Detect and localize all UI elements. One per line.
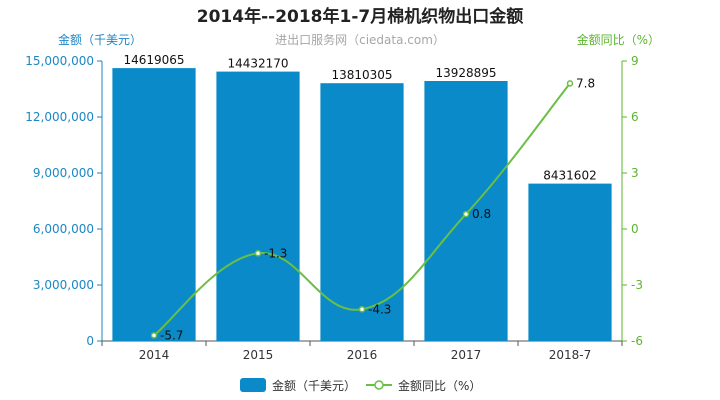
x-tick-label: 2016 [347, 348, 378, 362]
y-left-tick-label: 15,000,000 [25, 54, 94, 68]
y-left-tick-label: 12,000,000 [25, 110, 94, 124]
legend-line-label: 金额同比（%） [398, 378, 481, 393]
plot-area: 0 3,000,000 6,000,000 9,000,000 12,000,000 15… [25, 53, 643, 362]
y-left-axis-title: 金额（千美元） [58, 32, 142, 47]
line-point [254, 250, 262, 257]
line-value-label: -5.7 [160, 328, 183, 342]
x-tick-label: 2017 [451, 348, 482, 362]
legend-bar-label: 金额（千美元） [272, 378, 356, 393]
x-tick-label: 2018-7 [549, 348, 592, 362]
x-tick-label: 2014 [139, 348, 170, 362]
y-left-tick-label: 0 [86, 334, 94, 348]
legend-bar-swatch [240, 378, 266, 392]
bar [216, 71, 300, 342]
line-point [462, 210, 470, 218]
y-right-tick-label: 9 [631, 54, 639, 68]
chart-subtitle: 进出口服务网（ciedata.com） [275, 32, 445, 47]
bar-value-label: 13928895 [435, 66, 496, 80]
y-right-tick-label: -6 [631, 334, 643, 348]
y-left-tick-label: 3,000,000 [33, 278, 94, 292]
y-right-tick-label: -3 [631, 278, 643, 292]
bar-value-label: 13810305 [331, 68, 392, 82]
bar [528, 183, 612, 341]
line-value-label: -1.3 [264, 246, 287, 260]
line-value-label: -4.3 [368, 302, 391, 316]
y-right-tick-label: 3 [631, 166, 639, 180]
line-value-label: 7.8 [576, 76, 595, 90]
line-point [358, 306, 366, 313]
line-point [566, 80, 574, 87]
y-right-tick-label: 0 [631, 222, 639, 236]
chart-title: 2014年--2018年1-7月棉机织物出口金额 [197, 6, 523, 27]
bar-value-label: 14432170 [227, 57, 288, 71]
bar-value-label: 14619065 [123, 53, 184, 67]
legend: 金额（千美元） 金额同比（%） [240, 378, 481, 393]
x-tick-label: 2015 [243, 348, 274, 362]
y-left-tick-label: 6,000,000 [33, 222, 94, 236]
bar [112, 68, 196, 342]
y-right-axis-title: 金额同比（%） [577, 32, 660, 47]
legend-line-marker [374, 380, 384, 390]
line-value-label: 0.8 [472, 207, 491, 221]
y-left-tick-label: 9,000,000 [33, 166, 94, 180]
y-right-tick-label: 6 [631, 110, 639, 124]
line-point [150, 332, 158, 339]
bar-value-label: 8431602 [543, 169, 596, 183]
